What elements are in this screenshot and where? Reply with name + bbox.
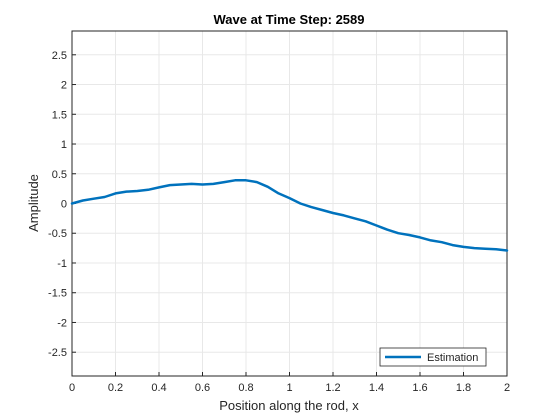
x-tick-label: 1 <box>286 382 292 394</box>
y-tick-label: -1 <box>57 258 67 270</box>
series-line-estimation <box>70 179 509 252</box>
x-tick-label: 0.8 <box>238 382 253 394</box>
y-tick-label: 0 <box>61 199 67 211</box>
legend: Estimation <box>379 347 487 367</box>
y-tick-label: 2.5 <box>52 50 67 62</box>
y-tick-label: 2 <box>61 80 67 92</box>
y-tick-label: 0.5 <box>52 169 67 181</box>
x-tick-label: 1.6 <box>412 382 427 394</box>
x-tick-label: 1.8 <box>456 382 471 394</box>
x-axis-label: Position along the rod, x <box>219 398 359 413</box>
x-tick-label: 0.6 <box>195 382 210 394</box>
y-tick-label: -2 <box>57 317 67 329</box>
x-tick-label: 0.2 <box>108 382 123 394</box>
y-tick-label: -0.5 <box>48 228 67 240</box>
grid <box>71 31 508 376</box>
y-tick-label: -1.5 <box>48 288 67 300</box>
chart-title: Wave at Time Step: 2589 <box>213 12 364 27</box>
x-tick-label: 1.4 <box>369 382 384 394</box>
axis-ticks: 0 0.2 0.4 0.6 0.8 1 1.2 1.4 1.6 1.8 2 2.5 2 1.5 1 0.5 0 -… <box>48 50 510 394</box>
x-tick-label: 2 <box>504 382 510 394</box>
legend-box <box>379 347 487 367</box>
x-tick-label: 1.2 <box>325 382 340 394</box>
x-tick-label: 0 <box>69 382 75 394</box>
y-axis-label: Amplitude <box>26 174 41 232</box>
y-tick-label: 1 <box>61 139 67 151</box>
series-layer <box>70 179 509 252</box>
y-tick-label: -2.5 <box>48 347 67 359</box>
legend-label-estimation: Estimation <box>427 352 478 364</box>
x-tick-label: 0.4 <box>151 382 166 394</box>
y-tick-label: 1.5 <box>52 109 67 121</box>
